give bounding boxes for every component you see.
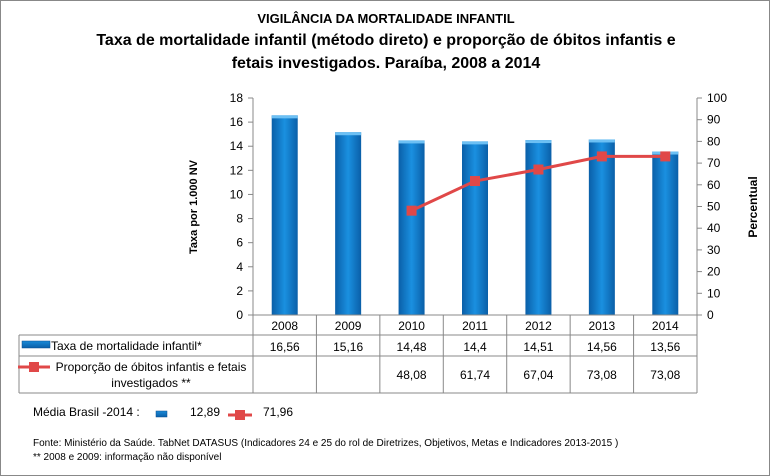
y2-tick-label: 90 xyxy=(707,113,721,127)
table-cell-line-value: 67,04 xyxy=(523,368,553,382)
bar-top xyxy=(335,132,362,136)
table-cell-line-value: 73,08 xyxy=(587,368,617,382)
y-tick-label: 4 xyxy=(236,260,243,274)
bar-top xyxy=(462,141,488,145)
chart-title-line2: fetais investigados. Paraíba, 2008 a 201… xyxy=(231,55,541,72)
table-cell-line-value: 48,08 xyxy=(397,368,427,382)
table-cell-line-value: 61,74 xyxy=(460,368,490,382)
table-cell-bar-value: 13,56 xyxy=(650,340,680,354)
y2-axis-title: Percentual xyxy=(746,176,760,237)
legend-bar-label: Taxa de mortalidade infantil* xyxy=(51,339,202,353)
footer-source: Fonte: Ministério da Saúde. TabNet DATAS… xyxy=(33,438,619,449)
table-cell-bar-value: 14,56 xyxy=(587,340,617,354)
y-tick-label: 16 xyxy=(230,115,244,129)
table-cell-bar-value: 14,51 xyxy=(523,340,553,354)
y-axis-title: Taxa por 1.000 NV xyxy=(188,159,200,254)
media-line-marker xyxy=(235,410,245,420)
media-bar-swatch xyxy=(155,410,168,418)
line-marker xyxy=(406,205,417,216)
bar-top xyxy=(525,140,552,144)
y2-tick-label: 80 xyxy=(707,134,721,148)
y2-tick-label: 10 xyxy=(707,286,721,300)
line-marker xyxy=(470,176,480,187)
y2-tick-label: 0 xyxy=(707,308,714,322)
line-marker xyxy=(660,151,671,162)
x-category-label: 2013 xyxy=(589,319,616,333)
y2-tick-label: 40 xyxy=(707,221,721,235)
x-category-label: 2008 xyxy=(271,319,298,333)
bar xyxy=(588,139,615,315)
y2-tick-label: 60 xyxy=(707,178,721,192)
bar xyxy=(652,151,679,315)
media-brasil-label: Média Brasil -2014 : xyxy=(33,405,140,419)
bar xyxy=(398,140,425,315)
legend-bar-swatch xyxy=(21,340,51,349)
bar xyxy=(335,132,362,315)
media-brasil-line-value: 71,96 xyxy=(263,405,294,419)
line-marker xyxy=(533,164,544,175)
y-tick-label: 2 xyxy=(236,284,243,298)
y-tick-label: 18 xyxy=(230,91,244,105)
table-cell-bar-value: 16,56 xyxy=(270,340,300,354)
y-tick-label: 8 xyxy=(236,212,243,226)
bar-top xyxy=(271,115,298,119)
bar-top xyxy=(588,139,615,143)
y-tick-label: 12 xyxy=(230,163,244,177)
table-cell-bar-value: 14,4 xyxy=(463,340,487,354)
legend-line-label-2: investigados ** xyxy=(111,376,191,390)
y2-tick-label: 50 xyxy=(707,200,721,214)
table-cell-bar-value: 14,48 xyxy=(397,340,427,354)
x-category-label: 2009 xyxy=(335,319,362,333)
chart-title-line1: Taxa de mortalidade infantil (método dir… xyxy=(96,32,676,49)
bar xyxy=(462,141,488,315)
x-category-label: 2014 xyxy=(652,319,679,333)
bar-top xyxy=(398,140,425,144)
legend-line-marker xyxy=(29,362,39,372)
legend-line-label-1: Proporção de óbitos infantis e fetais xyxy=(56,360,247,374)
y-tick-label: 6 xyxy=(236,236,243,250)
x-category-label: 2011 xyxy=(462,319,488,333)
y2-tick-label: 20 xyxy=(707,265,721,279)
table-cell-line-value: 73,08 xyxy=(650,368,680,382)
x-category-label: 2010 xyxy=(398,319,425,333)
table-cell-bar-value: 15,16 xyxy=(333,340,363,354)
bar xyxy=(271,115,298,315)
footer-note: ** 2008 e 2009: informação não disponíve… xyxy=(33,452,222,463)
y2-tick-label: 100 xyxy=(707,91,727,105)
y2-tick-label: 70 xyxy=(707,156,721,170)
y2-tick-label: 30 xyxy=(707,243,721,257)
x-category-label: 2012 xyxy=(525,319,552,333)
y-tick-label: 0 xyxy=(236,308,243,322)
media-brasil-bar-value: 12,89 xyxy=(190,405,221,419)
line-marker xyxy=(596,151,607,162)
y-tick-label: 10 xyxy=(230,187,244,201)
y-tick-label: 14 xyxy=(230,139,244,153)
chart-supertitle: VIGILÂNCIA DA MORTALIDADE INFANTIL xyxy=(257,11,515,26)
